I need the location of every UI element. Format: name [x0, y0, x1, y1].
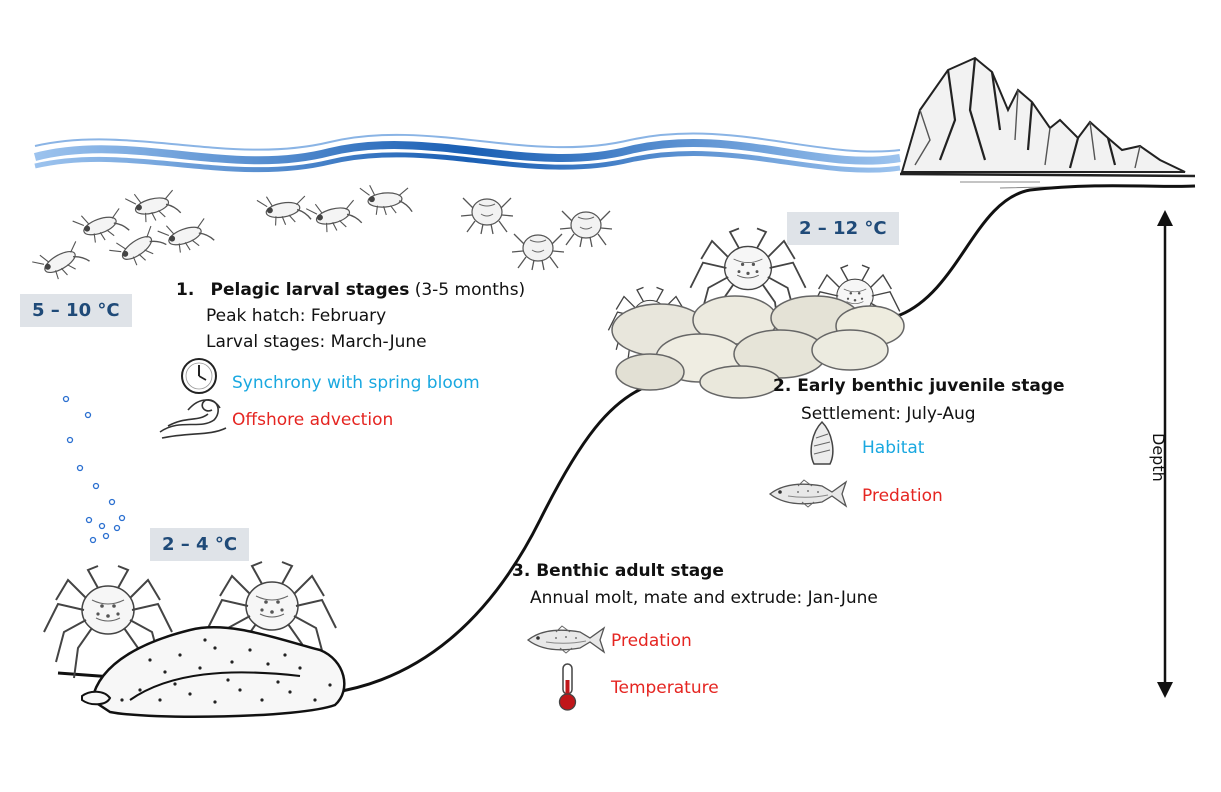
stage1-heading: 1. Pelagic larval stages (3-5 months)	[176, 280, 525, 300]
zoea-icon	[460, 197, 613, 271]
bubble-icon	[62, 395, 126, 544]
larva-icon	[30, 181, 413, 288]
temperature-adult: 2 – 4 °C	[150, 528, 250, 561]
stage3-title: 3. Benthic adult stage	[512, 561, 724, 581]
stage3-molt-mate: Annual molt, mate and extrude: Jan-June	[530, 588, 878, 608]
thermometer-icon	[558, 663, 577, 711]
stage1-peak-hatch: Peak hatch: February	[206, 306, 387, 326]
stage1-negative-factor: Offshore advection	[232, 410, 394, 430]
stage1-larval-period: Larval stages: March-June	[206, 332, 427, 352]
mountain-icon	[899, 56, 1196, 189]
depth-arrow	[1157, 210, 1173, 698]
rock-icon	[607, 227, 905, 399]
wave-icon	[33, 132, 901, 173]
stage2-negative-factor: Predation	[862, 486, 943, 506]
temperature-juvenile: 2 – 12 °C	[787, 212, 899, 245]
stage3-temperature: Temperature	[611, 678, 719, 698]
clock-icon	[181, 358, 217, 394]
depth-axis-label: Depth	[1149, 433, 1168, 482]
temperature-pelagic: 5 – 10 °C	[20, 294, 132, 327]
fish-icon	[527, 625, 605, 654]
fish-icon	[769, 479, 847, 508]
stage2-settlement: Settlement: July-Aug	[801, 404, 976, 424]
stage1-duration: (3-5 months)	[414, 280, 526, 300]
stage1-title: Pelagic larval stages	[210, 280, 410, 300]
current-icon	[159, 399, 227, 439]
stage2-title: 2. Early benthic juvenile stage	[773, 376, 1065, 396]
stage3-predation: Predation	[611, 631, 692, 651]
stage2-positive-factor: Habitat	[862, 438, 925, 458]
snail-icon	[810, 420, 834, 465]
seafloor-line	[57, 184, 1196, 695]
stage1-number: 1.	[176, 280, 195, 300]
stage1-positive-factor: Synchrony with spring bloom	[232, 373, 480, 393]
rock-icon	[81, 626, 346, 718]
